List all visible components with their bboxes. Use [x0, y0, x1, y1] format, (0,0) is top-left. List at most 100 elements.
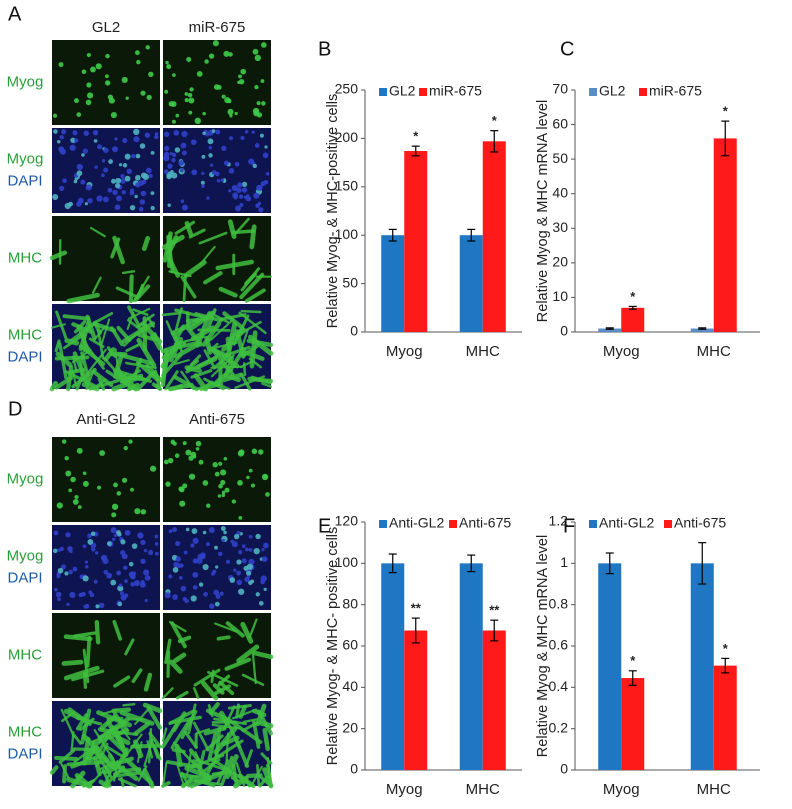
nucleus — [221, 490, 226, 495]
nucleus — [57, 548, 61, 552]
legend-label: Anti-675 — [674, 515, 726, 531]
nucleus — [181, 130, 188, 138]
row-label: MHC — [8, 326, 42, 343]
nucleus — [241, 187, 248, 193]
fiber — [201, 680, 219, 701]
fiber — [239, 372, 252, 391]
nucleus — [112, 146, 119, 153]
legend-swatch — [664, 520, 672, 528]
fiber — [244, 749, 253, 768]
fiber — [81, 779, 96, 788]
fiber — [89, 226, 106, 238]
nucleus — [171, 152, 177, 158]
nucleus — [122, 163, 128, 168]
nucleus — [246, 570, 252, 576]
nucleus — [104, 74, 109, 79]
fiber — [73, 320, 87, 334]
nucleus — [154, 134, 159, 140]
x-tick-label: Myog — [386, 343, 423, 360]
micrograph-bg — [52, 525, 160, 610]
fiber — [102, 356, 129, 385]
fiber — [115, 286, 139, 299]
fiber — [210, 354, 235, 378]
bar — [404, 150, 428, 332]
nucleus — [254, 54, 261, 62]
y-axis-label: Relative Myog & MHC mRNA level — [535, 100, 551, 322]
row-label: DAPI — [7, 569, 42, 586]
fiber — [134, 706, 151, 726]
nucleus — [90, 66, 96, 73]
nucleus — [144, 132, 151, 138]
nucleus — [124, 579, 128, 583]
fiber — [179, 772, 208, 783]
nucleus — [115, 195, 122, 202]
fiber — [214, 622, 238, 633]
error-bar — [411, 145, 420, 157]
x-tick-label: Myog — [603, 781, 640, 798]
fiber — [131, 668, 143, 684]
column-header: miR-675 — [189, 19, 246, 36]
nucleus — [117, 601, 123, 607]
bar — [404, 630, 428, 770]
fiber — [261, 382, 273, 388]
nucleus — [133, 579, 141, 587]
y-tick-label: 40 — [342, 678, 358, 694]
nucleus — [125, 96, 129, 100]
nucleus — [217, 494, 222, 498]
fiber — [188, 228, 206, 239]
fiber — [119, 776, 125, 788]
micrograph — [161, 613, 274, 701]
fiber — [60, 708, 76, 738]
fiber — [173, 359, 190, 366]
legend-label: miR-675 — [429, 83, 482, 99]
fiber — [203, 349, 216, 369]
nucleus — [93, 579, 98, 584]
fiber — [146, 705, 163, 730]
nucleus — [166, 173, 172, 180]
panel-letter: D — [8, 398, 22, 420]
nucleus — [263, 542, 269, 549]
nucleus — [236, 559, 242, 565]
fiber — [79, 357, 83, 376]
nucleus — [246, 563, 254, 570]
nucleus — [87, 533, 92, 539]
y-tick-label: 100 — [335, 226, 359, 242]
nucleus — [225, 559, 230, 564]
fiber — [172, 741, 197, 767]
fiber — [66, 292, 100, 304]
nucleus — [103, 569, 109, 575]
fiber — [231, 229, 256, 235]
nucleus — [233, 533, 240, 540]
nucleus — [244, 547, 249, 552]
fiber — [196, 380, 220, 391]
nucleus — [94, 165, 98, 169]
nucleus — [133, 136, 140, 143]
fiber — [116, 325, 132, 342]
error-bar — [490, 619, 499, 642]
nucleus — [209, 603, 215, 609]
nucleus — [110, 111, 117, 119]
nucleus — [262, 152, 269, 159]
nucleus — [163, 459, 169, 465]
nucleus — [240, 68, 247, 75]
nucleus — [176, 563, 182, 569]
nucleus — [103, 147, 109, 154]
y-tick-label: 20 — [552, 254, 568, 270]
fiber — [243, 350, 265, 361]
fiber — [258, 775, 269, 788]
nucleus — [248, 558, 255, 565]
nucleus — [216, 178, 221, 183]
fiber — [93, 325, 107, 341]
nucleus — [260, 42, 267, 48]
y-tick-label: 10 — [552, 288, 568, 304]
nucleus — [84, 603, 90, 609]
nucleus — [223, 160, 229, 166]
fiber — [225, 621, 245, 638]
nucleus — [148, 173, 153, 179]
nucleus — [179, 500, 186, 507]
error-bar — [388, 228, 397, 242]
nucleus — [260, 575, 267, 582]
fiber — [150, 333, 163, 351]
error-bar — [467, 228, 476, 242]
bar — [459, 563, 483, 770]
